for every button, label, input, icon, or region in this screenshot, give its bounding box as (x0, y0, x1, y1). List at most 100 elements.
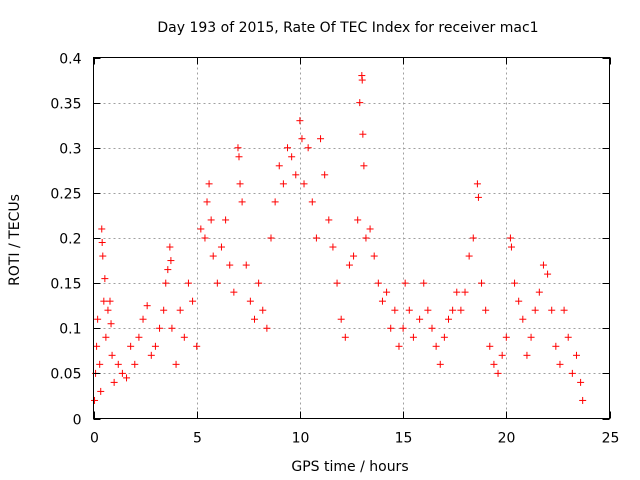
data-point (209, 252, 217, 260)
data-point (205, 180, 213, 188)
data-point (457, 306, 465, 314)
data-point (329, 243, 337, 251)
data-point (401, 279, 409, 287)
data-point (409, 333, 417, 341)
data-point (436, 360, 444, 368)
data-point (93, 342, 101, 350)
y-axis-label: ROTI / TECUs (7, 194, 23, 286)
data-point (108, 351, 116, 359)
data-point (378, 297, 386, 305)
data-point (98, 225, 106, 233)
data-point (474, 193, 482, 201)
data-point (577, 378, 585, 386)
data-point (267, 234, 275, 242)
data-point (180, 333, 188, 341)
data-point (236, 180, 244, 188)
data-point (160, 306, 168, 314)
x-tick-label: 25 (602, 431, 620, 447)
data-point (341, 333, 349, 341)
y-tick-label: 0.2 (59, 232, 81, 248)
data-point (354, 216, 362, 224)
data-point (424, 306, 432, 314)
data-point (502, 333, 510, 341)
data-point (552, 342, 560, 350)
data-point (168, 324, 176, 332)
data-point (184, 279, 192, 287)
data-point (494, 369, 502, 377)
data-point (97, 387, 105, 395)
data-point (201, 234, 209, 242)
data-point (166, 243, 174, 251)
y-tick-label: 0.05 (50, 367, 81, 383)
data-point (568, 369, 576, 377)
data-point (296, 117, 304, 125)
data-point (358, 76, 366, 84)
data-point (539, 261, 547, 269)
data-point (123, 374, 131, 382)
y-tick-label: 0.3 (59, 142, 81, 158)
data-point (104, 306, 112, 314)
data-point (118, 369, 126, 377)
x-tick-label: 0 (90, 431, 99, 447)
data-point (106, 297, 114, 305)
data-point (275, 162, 283, 170)
data-point (304, 144, 312, 152)
data-point (507, 243, 515, 251)
plot-frame (93, 57, 610, 419)
data-point (300, 180, 308, 188)
data-point (151, 342, 159, 350)
x-tick-label: 20 (498, 431, 516, 447)
y-tick-label: 0.25 (50, 187, 81, 203)
data-point (250, 315, 258, 323)
data-point (473, 180, 481, 188)
data-point (107, 320, 115, 328)
data-point (156, 324, 164, 332)
data-point (246, 297, 254, 305)
data-point (478, 279, 486, 287)
data-point (162, 279, 170, 287)
data-point (548, 306, 556, 314)
data-point (391, 306, 399, 314)
data-point (387, 324, 395, 332)
data-point (312, 234, 320, 242)
data-point (298, 135, 306, 143)
data-point (91, 396, 99, 404)
x-tick-label: 5 (193, 431, 202, 447)
data-point (102, 333, 110, 341)
data-point (288, 153, 296, 161)
data-point (366, 225, 374, 233)
data-point (359, 130, 367, 138)
data-point (333, 279, 341, 287)
data-point (143, 302, 151, 310)
data-point (506, 234, 514, 242)
data-point (147, 351, 155, 359)
data-point (535, 288, 543, 296)
data-point (405, 306, 413, 314)
data-point (110, 378, 118, 386)
data-point (164, 266, 172, 274)
data-point (197, 225, 205, 233)
data-point (572, 351, 580, 359)
data-point (263, 324, 271, 332)
y-tick-label: 0.35 (50, 97, 81, 113)
data-point (564, 333, 572, 341)
chart-title: Day 193 of 2015, Rate Of TEC Index for r… (157, 20, 538, 36)
data-point (395, 342, 403, 350)
data-point (207, 216, 215, 224)
x-tick-label: 10 (292, 431, 310, 447)
data-point (131, 360, 139, 368)
data-point (230, 288, 238, 296)
data-point (127, 342, 135, 350)
data-point (213, 279, 221, 287)
data-point (321, 171, 329, 179)
data-point (449, 306, 457, 314)
data-point (308, 198, 316, 206)
data-point (217, 243, 225, 251)
data-point (531, 306, 539, 314)
data-point (238, 198, 246, 206)
data-point (356, 99, 364, 107)
data-point (189, 297, 197, 305)
data-point (100, 297, 108, 305)
data-point (560, 306, 568, 314)
